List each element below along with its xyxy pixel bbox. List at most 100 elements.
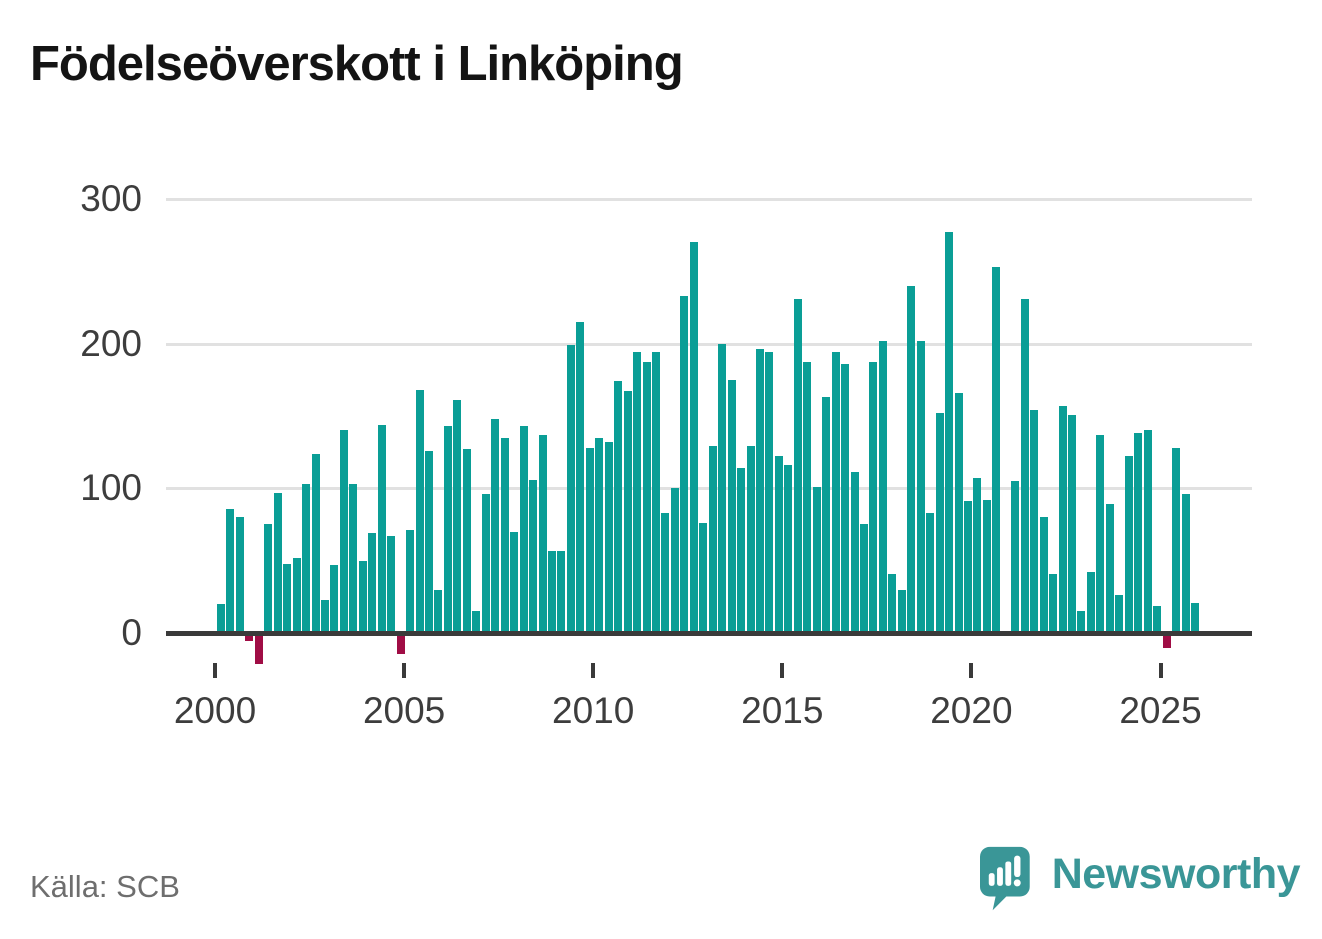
bar-2006-q3 [462,449,471,633]
bar-2002-q3 [311,453,320,633]
bar-2023-q3 [1105,504,1114,633]
x-tick-2010 [591,663,596,678]
bar-2018-q4 [926,512,935,633]
bar-2013-q1 [708,446,717,633]
x-tick-2020 [969,663,974,678]
bar-2006-q4 [472,611,481,633]
bar-2000-q2 [226,508,235,633]
bar-2002-q1 [292,557,301,633]
bar-2024-q4 [1153,605,1162,633]
bar-2003-q1 [330,564,339,633]
bar-2011-q2 [642,362,651,633]
bar-2025-q1 [1162,635,1171,649]
bar-2001-q3 [273,492,282,633]
bar-2015-q2 [793,298,802,633]
bar-2005-q1 [406,530,415,633]
bar-2020-q2 [982,499,991,633]
y-axis-label-0: 0 [121,612,142,653]
bar-2004-q2 [377,424,386,633]
bar-2019-q1 [935,413,944,633]
bar-2005-q2 [415,389,424,633]
bar-2013-q4 [737,468,746,633]
bar-2007-q3 [500,437,509,633]
bar-2016-q1 [822,397,831,633]
bar-2025-q2 [1172,447,1181,633]
x-axis-label-2000: 2000 [173,690,257,731]
bar-2021-q2 [1020,298,1029,633]
bar-2002-q4 [321,599,330,633]
bar-2015-q1 [784,465,793,633]
bar-2020-q3 [992,266,1001,633]
bar-2003-q2 [339,430,348,633]
x-axis-label-2015: 2015 [741,690,824,731]
bar-2008-q4 [547,550,556,633]
bar-2008-q1 [519,426,528,633]
newsworthy-wordmark: Newsworthy [1051,850,1301,898]
bar-2023-q4 [1115,595,1124,633]
bar-2012-q3 [689,242,698,633]
y-axis-label-200: 200 [80,322,142,364]
bar-2022-q2 [1058,405,1067,633]
source-note: Källa: SCB [30,869,180,904]
bar-2017-q3 [878,340,887,633]
bar-2000-q1 [217,604,225,633]
bar-2016-q2 [831,352,840,633]
bar-2016-q4 [850,472,859,633]
bar-2009-q1 [557,550,566,633]
bar-2014-q3 [765,352,774,633]
bar-2012-q4 [699,523,708,633]
x-tick-2005 [402,663,407,678]
bar-2023-q1 [1086,572,1095,633]
bar-2013-q2 [718,343,727,633]
bar-2006-q1 [443,426,452,633]
bar-2000-q3 [235,517,244,633]
bar-2007-q4 [510,531,519,633]
x-axis-line [166,631,1252,636]
bar-2007-q1 [481,494,490,633]
bar-2005-q4 [434,589,443,633]
bar-2011-q3 [651,352,660,633]
bar-2021-q3 [1030,410,1039,633]
bar-2001-q1 [254,635,263,664]
bar-2021-q4 [1039,517,1048,633]
x-tick-2015 [780,663,785,678]
bar-2005-q3 [425,450,434,633]
bar-2014-q4 [774,456,783,633]
newsworthy-logo: Newsworthy [980,841,1301,916]
bar-2013-q3 [727,379,736,633]
bar-2023-q2 [1096,434,1105,633]
bar-2009-q3 [576,321,585,633]
bar-2018-q3 [916,340,925,633]
bar-2019-q3 [954,392,963,633]
bar-2010-q4 [623,391,632,633]
bar-2017-q4 [888,573,897,633]
bar-2024-q2 [1134,433,1143,633]
bar-2004-q1 [368,533,377,633]
page-title: Födelseöverskott i Linköping [30,37,684,91]
bar-2021-q1 [1011,481,1020,633]
bar-2009-q2 [566,345,575,633]
bar-2007-q2 [491,418,500,633]
x-axis-label-2020: 2020 [930,690,1013,731]
bar-2019-q2 [945,232,954,633]
bar-2017-q2 [869,362,878,633]
bar-2022-q1 [1049,573,1058,633]
gridline-300 [166,197,1252,201]
bar-2003-q3 [349,483,358,633]
bar-2022-q3 [1068,414,1077,633]
x-axis-label-2010: 2010 [552,690,635,731]
bar-2015-q3 [803,362,812,633]
bar-2018-q2 [907,285,916,633]
gridline-200 [166,342,1252,346]
bar-2019-q4 [964,501,973,633]
y-axis-label-100: 100 [80,467,142,509]
bar-2014-q2 [755,349,764,633]
bar-2004-q4 [396,635,405,654]
bar-2010-q1 [595,437,604,633]
bar-2016-q3 [841,363,850,633]
x-axis-label-2005: 2005 [362,690,446,731]
bar-2009-q4 [585,447,594,633]
newsworthy-bubble-icon [980,846,1030,910]
bar-2011-q4 [661,512,670,633]
